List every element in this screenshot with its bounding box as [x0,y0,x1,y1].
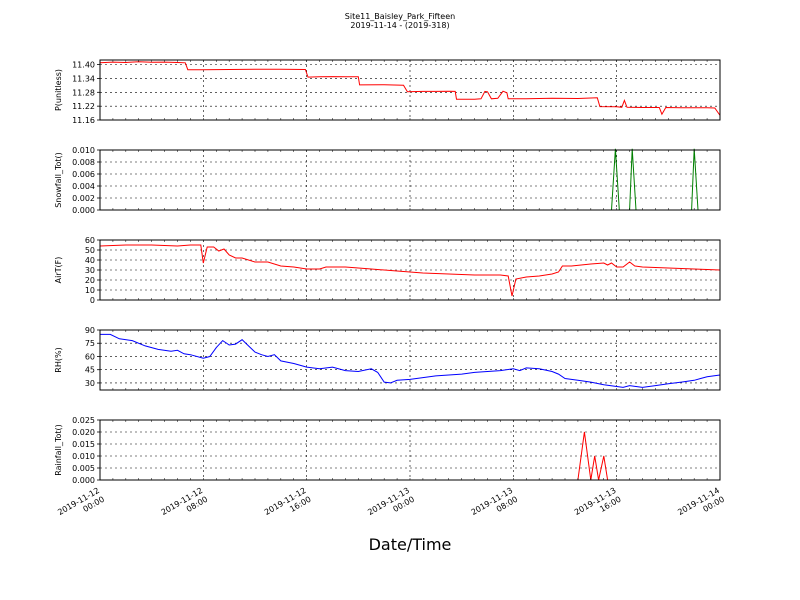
panel-3-ytick-label-5: 50 [85,246,95,255]
panel-4-ytick-label-4: 90 [85,326,95,335]
x-tick-label-2: 2019-11-1216:00 [263,486,313,526]
chart-title: Site11_Baisley_Park_Fifteen [344,12,456,21]
panel-3-ytick-label-1: 10 [85,286,95,295]
panel-1-series-line [99,61,721,116]
panel-5-ytick-label-1: 0.005 [72,464,95,473]
panel-1-ytick-label-1: 11.22 [72,102,95,111]
panel-2-ytick-label-5: 0.010 [72,146,95,155]
panel-2-ytick-label-4: 0.008 [72,158,95,167]
panel-4-ytick-label-0: 30 [85,379,95,388]
panel-3-series-line [99,244,721,297]
x-tick-label-6: 2019-11-1400:00 [676,486,726,526]
x-axis-label: Date/Time [368,535,452,554]
panel-5-ytick-label-0: 0.000 [72,476,95,485]
panel-2-ylabel: Snowfall_Tot() [54,152,63,208]
x-tick-label-5: 2019-11-1316:00 [573,486,623,526]
x-tick-label-4: 2019-11-1308:00 [470,486,520,526]
x-tick-label-0: 2019-11-1200:00 [56,486,106,526]
panel-4-series-line [100,333,721,388]
panel-3-ytick-label-6: 60 [85,236,95,245]
panel-3-ytick-label-0: 0 [90,296,95,305]
panel-2-ytick-label-0: 0.000 [72,206,95,215]
panel-1-ylabel: P(unitless) [54,69,63,111]
panel-5-series-line [100,431,720,481]
x-tick-label-3: 2019-11-1300:00 [366,486,416,526]
panel-3-ytick-label-2: 20 [85,276,95,285]
panel-5-ytick-label-5: 0.025 [72,416,95,425]
x-tick-label-1: 2019-11-1208:00 [160,486,210,526]
panel-2-ytick-label-3: 0.006 [72,170,95,179]
panel-1-ytick-label-4: 11.40 [72,61,95,70]
panel-2-ytick-label-2: 0.004 [72,182,95,191]
panel-4-ytick-label-1: 45 [85,366,95,375]
panel-5-ylabel: Rainfall_Tot() [54,424,63,476]
panel-4-ytick-label-3: 75 [85,339,95,348]
panel-1-ytick-label-0: 11.16 [72,116,95,125]
chart-subtitle: 2019-11-14 - (2019-318) [350,21,450,30]
panel-3-ylabel: AirT(F) [54,257,63,284]
panel-3-ytick-label-4: 40 [85,256,95,265]
panel-5-ytick-label-4: 0.020 [72,428,95,437]
panel-3-ytick-label-3: 30 [85,266,95,275]
panel-2-ytick-label-1: 0.002 [72,194,95,203]
panel-5-ytick-label-3: 0.015 [72,440,95,449]
panel-2-series-line [100,148,720,211]
panel-4-ylabel: RH(%) [54,347,63,372]
panel-1-ytick-label-3: 11.34 [72,74,95,83]
panel-4-ytick-label-2: 60 [85,352,95,361]
panel-5-ytick-label-2: 0.010 [72,452,95,461]
panel-1-ytick-label-2: 11.28 [72,88,95,97]
